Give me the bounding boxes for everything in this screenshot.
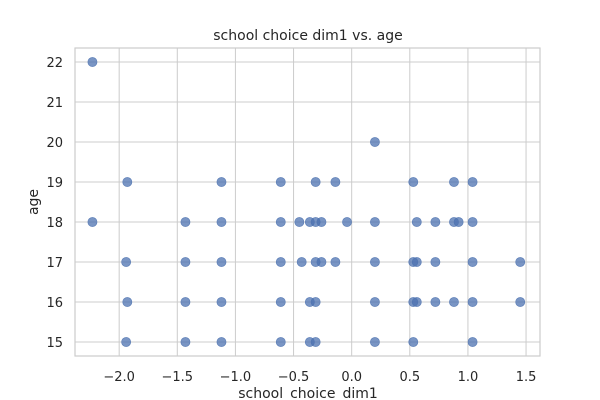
x-tick-label: 1.5 bbox=[516, 370, 537, 385]
x-tick-label: −0.5 bbox=[278, 370, 310, 385]
scatter-point bbox=[370, 337, 380, 347]
y-tick-label: 22 bbox=[46, 56, 63, 71]
y-axis-label: age bbox=[26, 189, 42, 215]
scatter-point bbox=[515, 297, 526, 307]
scatter-point bbox=[411, 297, 422, 307]
x-tick-labels: −2.0 −1.5 −1.0 −0.5 0.0 0.5 1.0 1.5 bbox=[103, 370, 536, 385]
scatter-point bbox=[330, 177, 341, 187]
x-tick-label: −1.5 bbox=[162, 370, 194, 385]
scatter-point bbox=[449, 297, 459, 307]
scatter-point bbox=[430, 257, 441, 267]
scatter-point bbox=[121, 337, 132, 347]
scatter-point bbox=[296, 257, 307, 267]
scatter-point bbox=[449, 177, 459, 187]
scatter-point bbox=[370, 217, 380, 227]
scatter-point bbox=[370, 257, 380, 267]
scatter-point bbox=[294, 217, 305, 227]
x-tick-label: 0.5 bbox=[399, 370, 420, 385]
scatter-point bbox=[310, 297, 321, 307]
scatter-point bbox=[275, 297, 286, 307]
scatter-point bbox=[180, 217, 191, 227]
scatter-point bbox=[453, 217, 464, 227]
scatter-point bbox=[275, 177, 286, 187]
scatter-point bbox=[216, 257, 227, 267]
x-axis-label: school_choice_dim1 bbox=[238, 386, 378, 400]
x-tick-label: 0.0 bbox=[341, 370, 362, 385]
y-tick-label: 18 bbox=[46, 216, 63, 231]
x-tick-label: −2.0 bbox=[103, 370, 135, 385]
scatter-point bbox=[467, 257, 478, 267]
scatter-point bbox=[467, 337, 478, 347]
scatter-point bbox=[216, 337, 227, 347]
scatter-point bbox=[216, 177, 227, 187]
grid-lines bbox=[75, 48, 540, 356]
chart-title: school choice dim1 vs. age bbox=[213, 28, 402, 44]
y-tick-label: 16 bbox=[46, 296, 63, 311]
scatter-point bbox=[330, 257, 341, 267]
scatter-point bbox=[180, 297, 191, 307]
scatter-point bbox=[411, 257, 422, 267]
scatter-point bbox=[87, 217, 98, 227]
scatter-point bbox=[122, 177, 133, 187]
scatter-point bbox=[430, 297, 441, 307]
x-tick-label: −1.0 bbox=[220, 370, 252, 385]
scatter-point bbox=[467, 217, 478, 227]
scatter-point bbox=[275, 257, 286, 267]
plot-frame bbox=[74, 47, 541, 357]
scatter-point bbox=[408, 177, 419, 187]
scatter-point bbox=[122, 297, 133, 307]
y-tick-labels: 15 16 17 18 19 20 21 22 bbox=[46, 56, 63, 351]
scatter-point bbox=[515, 257, 526, 267]
scatter-point bbox=[467, 297, 478, 307]
scatter-point bbox=[216, 297, 227, 307]
scatter-point bbox=[87, 57, 98, 67]
scatter-point bbox=[275, 217, 286, 227]
y-tick-label: 19 bbox=[46, 176, 63, 191]
scatter-point bbox=[430, 217, 441, 227]
y-tick-label: 15 bbox=[46, 336, 63, 351]
scatter-point bbox=[180, 257, 191, 267]
y-tick-label: 21 bbox=[46, 96, 63, 111]
scatter-point bbox=[180, 337, 191, 347]
scatter-point bbox=[408, 337, 419, 347]
scatter-point bbox=[342, 217, 352, 227]
scatter-point bbox=[310, 177, 321, 187]
y-tick-label: 17 bbox=[46, 256, 63, 271]
scatter-point bbox=[316, 257, 327, 267]
scatter-point bbox=[467, 177, 478, 187]
scatter-point bbox=[370, 137, 380, 147]
scatter-point bbox=[316, 217, 327, 227]
scatter-point bbox=[310, 337, 321, 347]
scatter-point bbox=[121, 257, 132, 267]
scatter-point bbox=[370, 297, 380, 307]
x-tick-label: 1.0 bbox=[458, 370, 479, 385]
y-tick-label: 20 bbox=[46, 136, 63, 151]
scatter-point bbox=[275, 337, 286, 347]
data-points bbox=[87, 57, 526, 347]
scatter-point bbox=[216, 217, 227, 227]
scatter-point bbox=[411, 217, 422, 227]
